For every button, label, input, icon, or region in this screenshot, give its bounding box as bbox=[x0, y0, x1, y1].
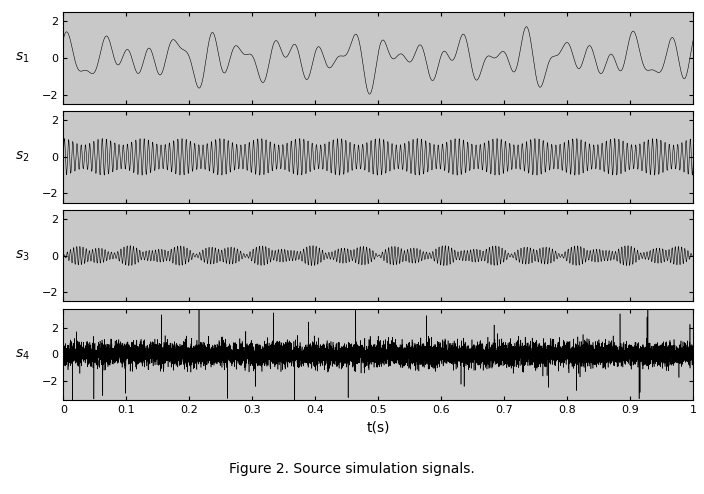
Text: Figure 2. Source simulation signals.: Figure 2. Source simulation signals. bbox=[229, 462, 475, 476]
Y-axis label: s$_1$: s$_1$ bbox=[15, 51, 30, 65]
Y-axis label: s$_2$: s$_2$ bbox=[15, 150, 30, 164]
X-axis label: t(s): t(s) bbox=[367, 420, 390, 435]
Y-axis label: s$_4$: s$_4$ bbox=[15, 347, 30, 362]
Y-axis label: s$_3$: s$_3$ bbox=[15, 248, 30, 263]
